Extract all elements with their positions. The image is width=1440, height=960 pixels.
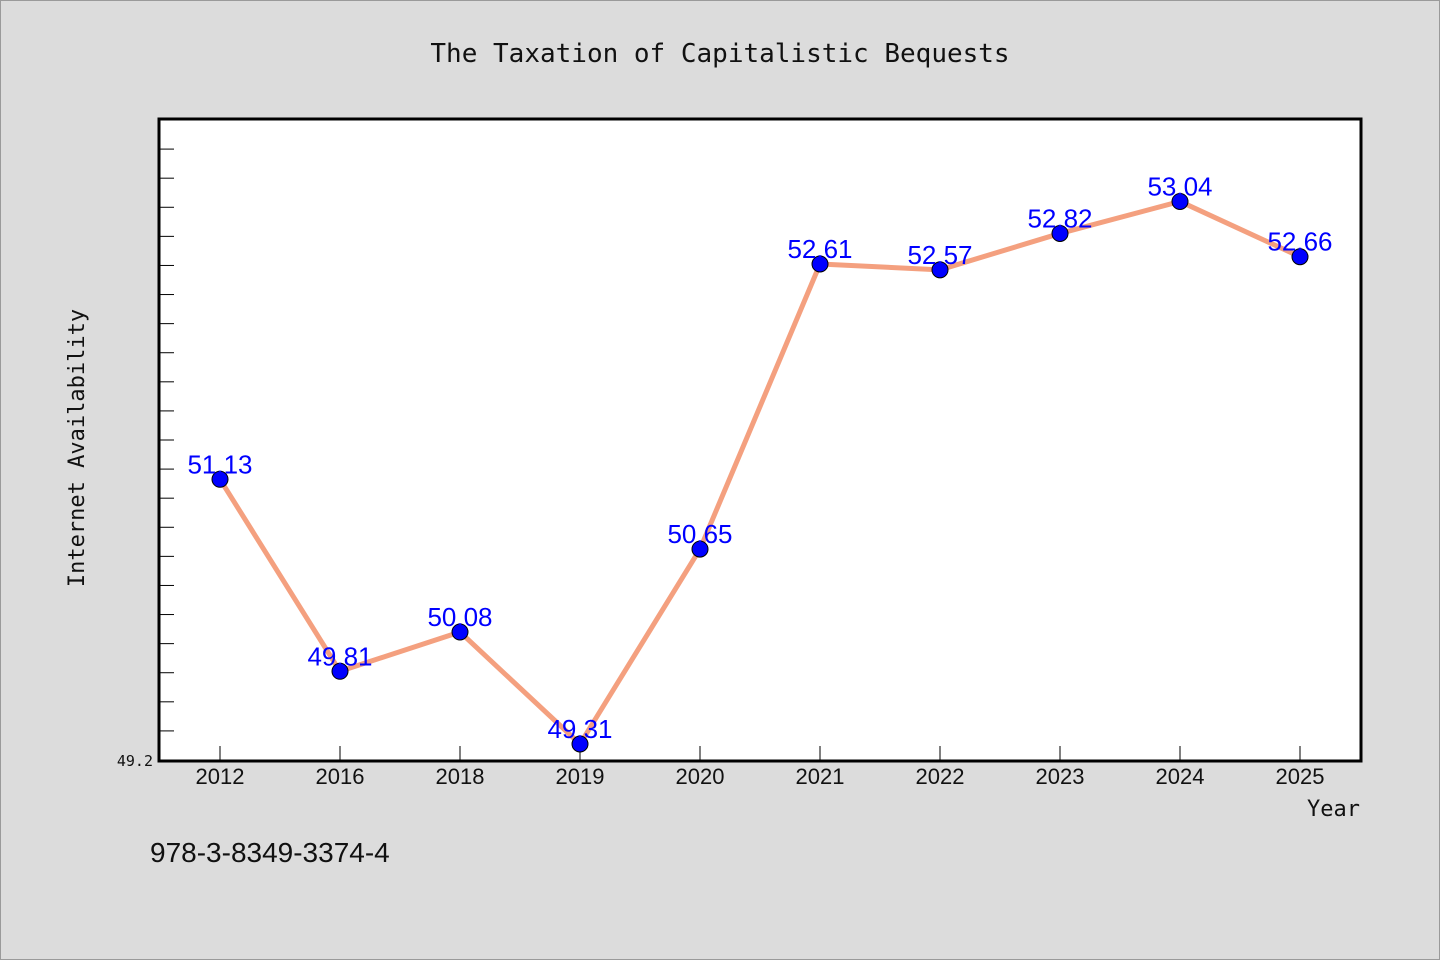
plot-area <box>157 117 1363 763</box>
data-label: 53.04 <box>1147 171 1212 201</box>
isbn-text: 978-3-8349-3374-4 <box>150 837 390 868</box>
series-lines <box>217 198 1302 747</box>
data-point <box>571 735 589 753</box>
series-line <box>217 198 1302 747</box>
data-label: 52.66 <box>1267 227 1332 257</box>
x-tick-label: 2021 <box>796 764 845 789</box>
x-axis-label: Year <box>1307 797 1360 822</box>
x-tick-label: 2022 <box>916 764 965 789</box>
y-axis-ticks <box>160 119 174 761</box>
data-label: 50.65 <box>667 519 732 549</box>
x-tick-label: 2012 <box>196 764 245 789</box>
y-tick-label: 49.2 <box>117 752 153 770</box>
data-markers <box>211 192 1309 753</box>
x-tick-label: 2024 <box>1156 764 1205 789</box>
data-label: 50.08 <box>427 602 492 632</box>
data-point <box>931 261 949 279</box>
data-label: 49.81 <box>307 641 372 671</box>
y-axis-label: Internet Availability <box>65 309 90 587</box>
x-tick-label: 2020 <box>676 764 725 789</box>
x-axis-tick-labels: 2012 2016 2018 2019 2020 2021 2022 2023 2024 2025 <box>196 764 1325 789</box>
x-tick-label: 2025 <box>1276 764 1325 789</box>
x-tick-label: 2018 <box>436 764 485 789</box>
data-label: 52.82 <box>1027 203 1092 233</box>
data-label: 51.13 <box>187 449 252 479</box>
data-labels: 51.13 49.81 50.08 49.31 50.65 52.61 52.57 52.82… <box>187 171 1332 744</box>
data-label: 49.31 <box>547 714 612 744</box>
data-point <box>1171 192 1189 210</box>
data-point <box>331 662 349 680</box>
data-point <box>1291 248 1309 266</box>
x-tick-label: 2016 <box>316 764 365 789</box>
data-point <box>211 470 229 488</box>
data-point <box>1051 224 1069 242</box>
x-tick-label: 2019 <box>556 764 605 789</box>
chart-title: The Taxation of Capitalistic Bequests <box>430 39 1009 69</box>
data-label: 52.57 <box>907 240 972 270</box>
data-point <box>451 623 469 641</box>
data-point <box>691 540 709 558</box>
x-axis-ticks <box>219 746 1301 760</box>
data-point <box>811 255 829 273</box>
x-tick-label: 2023 <box>1036 764 1085 789</box>
data-label: 52.61 <box>787 234 852 264</box>
